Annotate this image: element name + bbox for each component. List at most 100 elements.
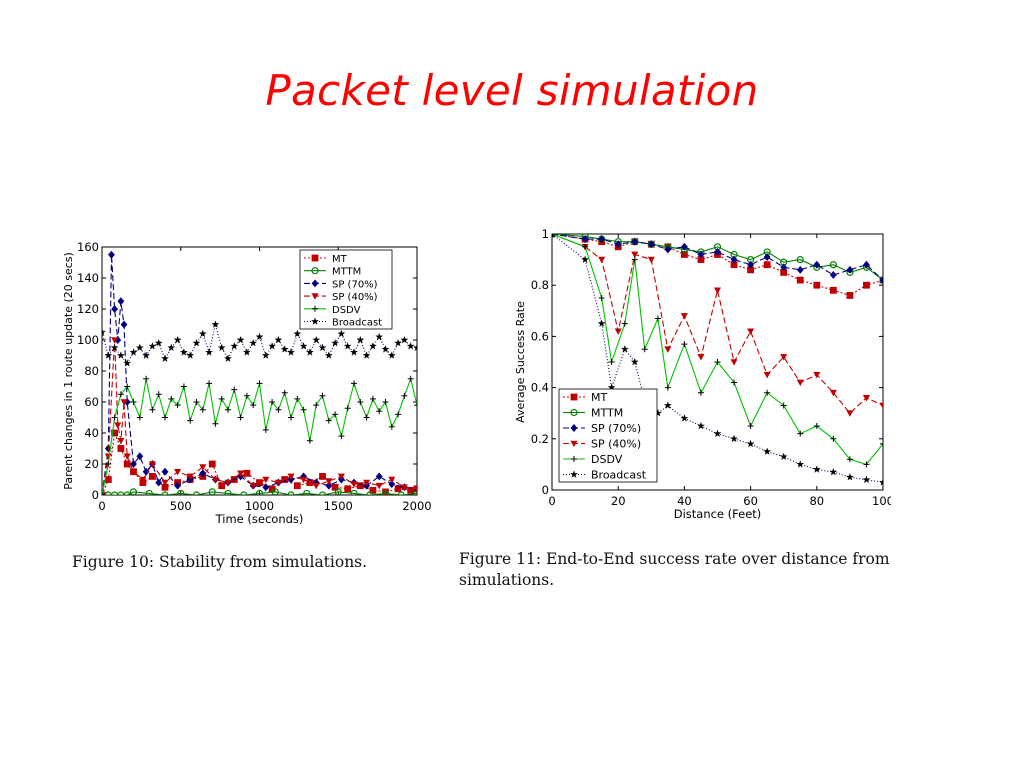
data-point-sp-70 bbox=[388, 480, 396, 489]
legend-marker-dsdv bbox=[571, 456, 577, 462]
data-point-dsdv bbox=[608, 359, 615, 365]
data-point-sp-40 bbox=[400, 484, 408, 491]
data-point-broadcast bbox=[211, 320, 220, 328]
data-point-broadcast bbox=[812, 465, 821, 473]
data-point-sp-70 bbox=[598, 235, 606, 244]
data-point-sp-70 bbox=[647, 240, 655, 249]
figure-11-caption: Figure 11: End-to-End success rate over … bbox=[459, 550, 890, 589]
data-point-mt bbox=[796, 276, 804, 284]
data-point-sp-40 bbox=[274, 479, 282, 487]
legend-marker-sp-70 bbox=[311, 279, 319, 288]
data-point-dsdv bbox=[598, 295, 605, 301]
plot-series-group bbox=[102, 250, 417, 495]
data-point-broadcast bbox=[318, 343, 327, 352]
data-point-sp-70 bbox=[614, 240, 622, 249]
data-point-dsdv bbox=[124, 383, 131, 390]
data-point-broadcast bbox=[829, 467, 838, 476]
data-point-sp-70 bbox=[664, 245, 672, 254]
data-point-dsdv bbox=[262, 426, 269, 433]
data-point-dsdv bbox=[582, 243, 589, 250]
data-point-broadcast bbox=[763, 447, 772, 456]
y-tick-label: 0.4 bbox=[531, 381, 549, 395]
x-tick-label: 500 bbox=[170, 499, 192, 513]
data-point-broadcast bbox=[796, 460, 805, 468]
data-point-sp-70 bbox=[108, 250, 115, 259]
x-tick-label: 100 bbox=[872, 494, 891, 508]
data-point-dsdv bbox=[697, 389, 704, 396]
data-point-broadcast bbox=[154, 338, 163, 347]
data-point-broadcast bbox=[362, 351, 371, 359]
data-point-dsdv bbox=[149, 406, 156, 413]
data-point-broadcast bbox=[286, 348, 296, 356]
data-point-mt bbox=[319, 472, 326, 480]
data-point-sp-40 bbox=[161, 479, 169, 487]
data-point-mt bbox=[813, 281, 821, 289]
data-point-sp-40 bbox=[375, 482, 383, 490]
data-point-mttm bbox=[111, 491, 119, 495]
data-point-sp-40 bbox=[148, 461, 156, 468]
data-point-dsdv bbox=[747, 423, 754, 429]
plot-series-group bbox=[552, 234, 883, 486]
data-point-dsdv bbox=[332, 411, 339, 418]
data-point-sp-40 bbox=[829, 389, 837, 397]
data-point-broadcast bbox=[135, 343, 144, 352]
data-point-sp-70 bbox=[174, 481, 181, 490]
data-point-dsdv bbox=[306, 437, 313, 444]
data-point-mt bbox=[208, 460, 216, 468]
data-point-sp-40 bbox=[713, 287, 722, 294]
data-point-mttm bbox=[255, 489, 264, 495]
data-point-sp-70 bbox=[111, 305, 118, 313]
data-point-sp-40 bbox=[287, 473, 295, 481]
data-point-dsdv bbox=[880, 440, 883, 447]
data-point-broadcast bbox=[349, 348, 359, 356]
legend-label-sp-40: SP (40%) bbox=[332, 292, 378, 303]
data-point-sp-70 bbox=[120, 320, 128, 329]
data-point-dsdv bbox=[288, 414, 294, 421]
data-point-broadcast bbox=[179, 348, 188, 356]
data-point-mt bbox=[680, 251, 688, 258]
data-point-broadcast bbox=[375, 332, 384, 341]
data-point-dsdv bbox=[395, 411, 402, 418]
data-point-broadcast bbox=[663, 401, 672, 409]
data-point-mttm bbox=[381, 489, 390, 495]
data-point-mt bbox=[104, 476, 112, 483]
data-point-broadcast bbox=[142, 351, 151, 359]
data-point-broadcast bbox=[173, 335, 182, 344]
x-axis-label: Distance (Feet) bbox=[674, 507, 762, 521]
data-point-sp-40 bbox=[730, 359, 738, 366]
data-point-mttm bbox=[366, 491, 374, 495]
data-point-dsdv bbox=[414, 402, 417, 409]
legend-marker-broadcast bbox=[569, 470, 579, 478]
data-point-mttm bbox=[271, 488, 279, 495]
data-point-broadcast bbox=[630, 357, 639, 366]
x-tick-label: 20 bbox=[611, 494, 626, 508]
data-point-mttm bbox=[117, 491, 125, 495]
data-point-broadcast bbox=[123, 359, 132, 367]
data-point-mttm bbox=[350, 489, 358, 495]
data-point-sp-40 bbox=[862, 395, 870, 402]
data-point-sp-40 bbox=[199, 464, 207, 471]
data-point-dsdv bbox=[338, 433, 345, 440]
data-point-broadcast bbox=[205, 348, 214, 356]
data-point-dsdv bbox=[269, 399, 276, 405]
data-point-dsdv bbox=[162, 414, 168, 421]
data-point-sp-40 bbox=[312, 482, 320, 490]
data-point-mttm bbox=[397, 491, 405, 495]
data-point-mttm bbox=[192, 491, 201, 495]
y-tick-label: 80 bbox=[84, 364, 99, 378]
y-axis-label: Parent changes in 1 route update (20 sec… bbox=[62, 252, 75, 490]
data-point-sp-40 bbox=[139, 476, 147, 484]
legend-box bbox=[558, 388, 658, 483]
data-point-dsdv bbox=[180, 383, 187, 390]
y-tick-label: 1 bbox=[542, 227, 549, 241]
data-point-sp-70 bbox=[846, 265, 854, 274]
data-point-dsdv bbox=[218, 395, 225, 402]
stability-chart-svg: 0 500 1000 1500 2000 0 20 40 60 80 100 120 140 160 Tim… bbox=[62, 240, 432, 526]
data-point-dsdv bbox=[117, 391, 124, 398]
data-point-sp-40 bbox=[780, 354, 788, 361]
data-point-dsdv bbox=[319, 392, 326, 399]
data-point-broadcast bbox=[102, 328, 107, 336]
data-point-sp-40 bbox=[350, 481, 358, 488]
legend-label-mttm: MTTM bbox=[332, 267, 361, 278]
data-point-dsdv bbox=[231, 386, 238, 393]
